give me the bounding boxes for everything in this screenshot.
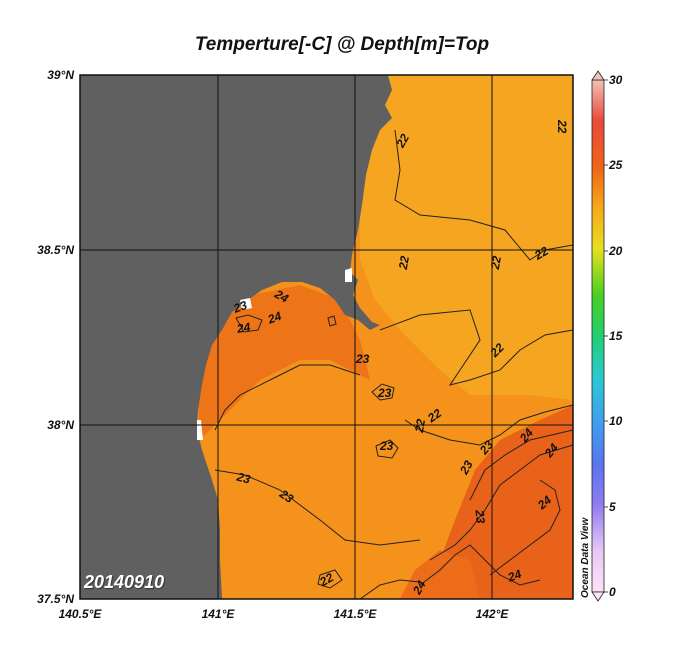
date-label: 20140910: [84, 572, 165, 592]
sea-warm-south: [400, 550, 480, 599]
contour-label: 24: [271, 286, 291, 305]
contour-label: 23: [231, 298, 250, 316]
contour-label: 24: [265, 309, 284, 327]
map-frame: [79, 74, 574, 600]
lon-label-141: 141°E: [201, 607, 235, 621]
colorbar-tick-25: 25: [609, 158, 623, 172]
graticule: [80, 75, 573, 599]
colorbar-tick-30: 30: [609, 73, 623, 87]
contour-label: 24: [505, 567, 524, 585]
contour-label: 22: [396, 255, 412, 272]
lat-label-37-5: 37.5°N: [37, 592, 74, 606]
contour-label: 22: [424, 406, 444, 426]
contour-label: 23: [379, 439, 394, 453]
contour-label: 22: [412, 418, 428, 435]
contour-label: 23: [276, 486, 296, 506]
lat-label-38: 38°N: [47, 418, 74, 432]
colorbar-bottom-arrow: [591, 591, 605, 602]
ocean-data-view-watermark: Ocean Data View: [580, 517, 591, 598]
contour-label: 22: [393, 131, 412, 151]
colorbar-tick-10: 10: [609, 414, 623, 428]
lon-label-140-5: 140.5°E: [58, 607, 102, 621]
contour-label: 23: [472, 508, 487, 524]
coast-gap: [240, 298, 252, 310]
contour-label: 22: [555, 119, 569, 134]
contour-label: 23: [456, 458, 475, 478]
lat-label-39: 39°N: [47, 68, 74, 82]
contour-label: 23: [377, 386, 392, 400]
contour-label: 22: [488, 255, 504, 272]
colorbar-fill: [591, 79, 605, 593]
contour-label: 24: [235, 320, 252, 336]
colorbar-tick-5: 5: [609, 500, 616, 514]
map-area: 22 22 22 22 22 22 22 22 23 23 23 23 23 2…: [80, 75, 573, 599]
coast-gap: [345, 268, 352, 282]
lon-label-142: 142°E: [475, 607, 509, 621]
sea-cool-region: [360, 75, 573, 400]
contour-label: 22: [316, 570, 336, 589]
land-mass: [80, 75, 392, 599]
contour-label: 24: [409, 578, 428, 598]
contour-label: 23: [355, 352, 370, 366]
contour-label: 23: [234, 469, 252, 486]
colorbar-tick-15: 15: [609, 329, 623, 343]
colorbar-tick-20: 20: [609, 244, 623, 258]
lat-label-38-5: 38.5°N: [37, 243, 74, 257]
map-title: Temperture[-C] @ Depth[m]=Top: [194, 34, 490, 55]
lon-label-141-5: 141.5°E: [333, 607, 377, 621]
sea-hot-southeast: [440, 405, 573, 599]
colorbar-tick-0: 0: [609, 585, 616, 599]
colorbar: [591, 70, 608, 602]
contour-label: 22: [531, 244, 551, 263]
colorbar-top-arrow: [591, 70, 605, 81]
